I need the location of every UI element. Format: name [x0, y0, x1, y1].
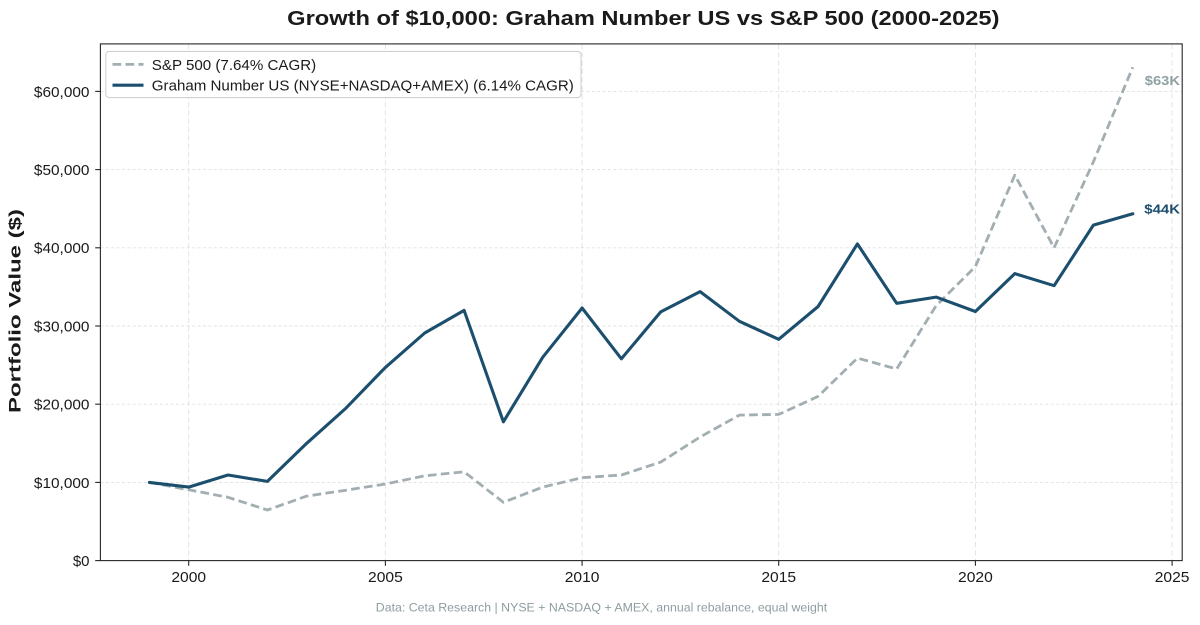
svg-text:$50,000: $50,000	[34, 162, 90, 179]
svg-text:2005: 2005	[368, 569, 403, 586]
svg-text:2025: 2025	[1155, 569, 1190, 586]
svg-text:S&P 500 (7.64% CAGR): S&P 500 (7.64% CAGR)	[152, 57, 316, 74]
svg-text:2015: 2015	[761, 569, 796, 586]
svg-text:$40,000: $40,000	[34, 240, 90, 257]
svg-text:$20,000: $20,000	[34, 397, 90, 414]
svg-text:2020: 2020	[958, 569, 993, 586]
svg-text:2010: 2010	[565, 569, 600, 586]
svg-text:$30,000: $30,000	[34, 318, 90, 335]
svg-text:Graham Number US (NYSE+NASDAQ+: Graham Number US (NYSE+NASDAQ+AMEX) (6.1…	[152, 78, 574, 95]
svg-text:2000: 2000	[171, 569, 206, 586]
svg-text:$44K: $44K	[1144, 201, 1180, 216]
svg-text:$60,000: $60,000	[34, 84, 90, 101]
svg-text:Portfolio Value ($): Portfolio Value ($)	[6, 209, 25, 413]
svg-text:$10,000: $10,000	[34, 475, 90, 492]
svg-text:$63K: $63K	[1145, 73, 1181, 88]
svg-text:$0: $0	[73, 553, 90, 570]
svg-text:Data: Ceta Research | NYSE + N: Data: Ceta Research | NYSE + NASDAQ + AM…	[376, 601, 828, 615]
svg-text:Growth of $10,000: Graham Numb: Growth of $10,000: Graham Number US vs S…	[287, 7, 999, 30]
